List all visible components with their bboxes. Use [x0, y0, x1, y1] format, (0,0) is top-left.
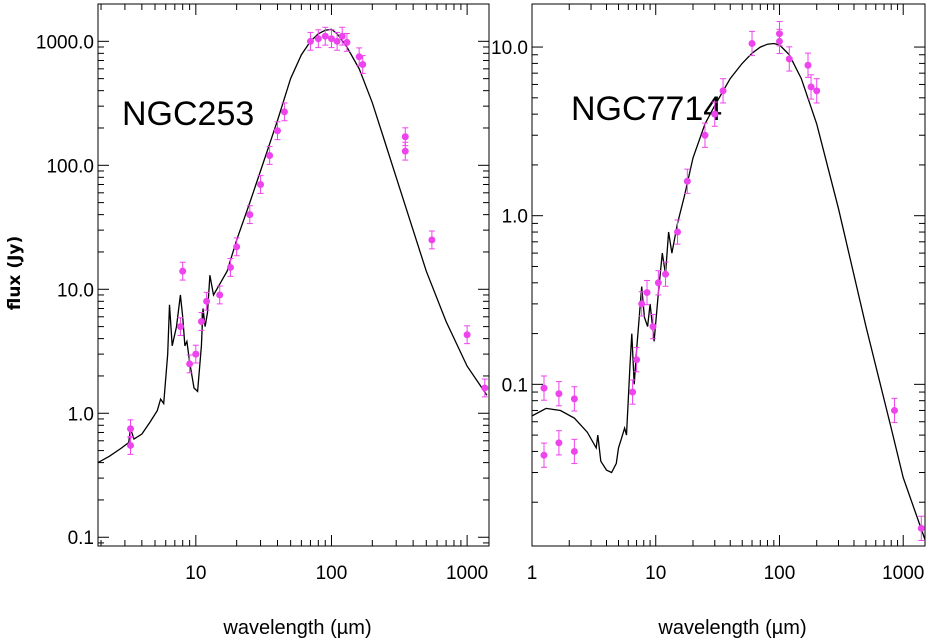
data-point	[570, 447, 578, 455]
data-point	[643, 289, 651, 297]
y-tick-label: 10.0	[491, 38, 528, 59]
x-tick-label: 1000	[446, 563, 488, 584]
data-point	[246, 211, 254, 219]
data-point	[683, 177, 691, 185]
data-point	[555, 439, 563, 447]
data-point	[719, 87, 727, 95]
data-point	[540, 451, 548, 459]
data-point	[428, 236, 436, 244]
data-point	[127, 441, 135, 449]
data-point	[338, 32, 346, 40]
data-point	[785, 55, 793, 63]
data-point	[662, 270, 670, 278]
data-point	[233, 243, 241, 251]
data-point	[343, 38, 351, 46]
y-axis-label: flux (Jy)	[5, 236, 25, 311]
y-tick-label: 1000.0	[36, 32, 94, 53]
x-tick-label: 1000	[882, 563, 924, 584]
y-tick-label: 10.0	[57, 280, 94, 301]
x-tick-label: 1	[527, 563, 538, 584]
data-point	[633, 356, 641, 364]
data-point	[273, 127, 281, 135]
data-point	[266, 151, 274, 159]
data-point	[463, 331, 471, 339]
y-tick-label: 1.0	[502, 207, 528, 228]
plot-frame	[531, 3, 926, 547]
data-point	[306, 37, 314, 45]
data-point	[674, 228, 682, 236]
data-point	[192, 350, 200, 358]
data-point	[280, 108, 288, 116]
data-point	[355, 53, 363, 61]
panel-ngc253: 10 100 1000 0.1 1.0 10.0 100.0 1000.0 wavelength…	[36, 3, 490, 639]
x-tick-label: 10	[185, 563, 206, 584]
data-point	[257, 181, 265, 189]
data-point	[890, 406, 898, 414]
data-point	[917, 524, 925, 532]
data-point	[203, 297, 211, 305]
data-point	[321, 32, 329, 40]
x-tick-label: 100	[316, 563, 348, 584]
data-point	[701, 131, 709, 139]
data-point	[197, 317, 205, 325]
x-tick-label: 100	[764, 563, 796, 584]
data-point	[649, 323, 657, 331]
data-point	[179, 267, 187, 275]
data-point	[748, 39, 756, 47]
data-point	[327, 35, 335, 43]
data-point	[401, 147, 409, 155]
y-tick-label: 0.1	[502, 375, 528, 396]
data-point	[711, 110, 719, 118]
plot-frame	[97, 3, 490, 547]
data-point	[654, 279, 662, 287]
plot-marks	[532, 21, 925, 541]
data-point	[176, 323, 184, 331]
plot-marks	[98, 26, 489, 464]
data-point	[481, 384, 489, 392]
x-tick-label: 10	[645, 563, 666, 584]
data-point	[807, 83, 815, 91]
y-tick-label: 100.0	[46, 156, 94, 177]
data-point	[401, 133, 409, 141]
y-tick-label: 1.0	[68, 404, 94, 425]
data-point	[314, 35, 322, 43]
data-point	[804, 61, 812, 69]
x-axis-label: wavelength (µm)	[222, 617, 371, 639]
data-point	[540, 384, 548, 392]
data-point	[570, 395, 578, 403]
data-point	[359, 61, 367, 69]
panel-title: NGC253	[122, 95, 254, 133]
data-point	[216, 291, 224, 299]
data-point	[555, 390, 563, 398]
data-point	[333, 37, 341, 45]
data-point	[127, 425, 135, 433]
y-tick-label: 0.1	[68, 528, 94, 549]
data-point	[775, 37, 783, 45]
data-point	[638, 300, 646, 308]
panel-title: NGC7714	[571, 90, 722, 128]
data-point	[226, 263, 234, 271]
panel-ngc7714: 1 10 100 1000 0.1 1.0 10.0 wavelength (µm) NGC77…	[491, 3, 926, 639]
x-axis-label: wavelength (µm)	[657, 617, 806, 639]
model-curve	[98, 28, 488, 464]
data-point	[629, 388, 637, 396]
data-point	[186, 360, 194, 368]
data-point	[813, 87, 821, 95]
